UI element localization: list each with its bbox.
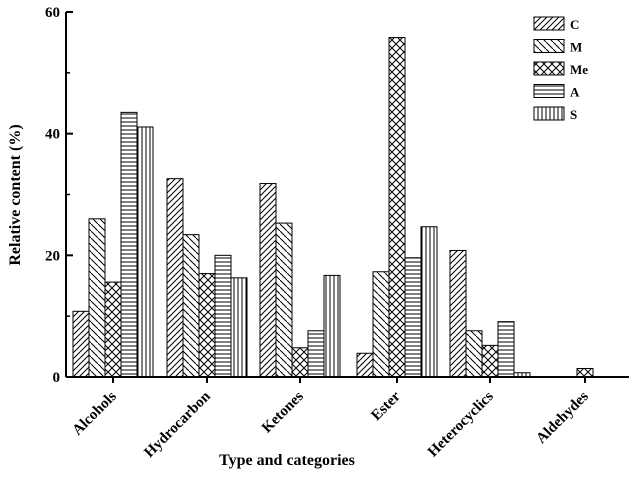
y-axis-title: Relative content (%) <box>7 124 24 265</box>
bar-a-ester <box>404 257 422 378</box>
bar-c-alcohols <box>72 310 90 378</box>
legend-swatch-c <box>533 16 565 31</box>
bar-a-ketones <box>307 330 325 378</box>
bar-c-hydrocarbon <box>166 178 184 378</box>
category-label-alcohols: Alcohols <box>70 388 120 438</box>
y-tick-label: 20 <box>45 248 60 264</box>
bar-a-heterocyclics <box>497 321 515 378</box>
legend-label-c: C <box>570 17 579 32</box>
bar-m-hydrocarbon <box>182 234 200 378</box>
bar-s-ketones <box>323 274 341 378</box>
legend-label-a: A <box>570 85 580 100</box>
legend-swatch-a <box>533 84 565 98</box>
bars-group <box>72 37 594 378</box>
bar-s-ester <box>420 226 438 378</box>
y-tick-label: 0 <box>53 370 61 386</box>
category-label-ester: Ester <box>368 388 404 424</box>
bar-me-heterocyclics <box>481 344 499 378</box>
bar-me-ketones <box>291 347 309 378</box>
bar-m-ketones <box>275 222 293 378</box>
legend-swatch-m <box>533 39 565 53</box>
y-tick-label: 60 <box>45 5 60 21</box>
bar-me-aldehydes <box>576 367 594 378</box>
category-label-aldehydes: Aldehydes <box>533 388 592 447</box>
bar-c-ester <box>356 352 374 378</box>
y-tick-label: 40 <box>45 127 60 143</box>
bar-me-ester <box>388 37 406 378</box>
category-label-hydrocarbon: Hydrocarbon <box>141 388 214 461</box>
category-label-ketones: Ketones <box>259 388 307 436</box>
bar-m-alcohols <box>88 218 106 378</box>
ticks-group: 0 20 40 60 <box>45 5 73 386</box>
legend-swatch-s <box>533 106 565 121</box>
legend-label-m: M <box>570 40 582 55</box>
legend-label-me: Me <box>570 62 588 77</box>
category-labels-group: Alcohols Hydrocarbon Ketones Ester Heterocyc… <box>70 377 592 461</box>
bar-me-alcohols <box>104 281 122 378</box>
bar-m-ester <box>372 271 390 378</box>
legend-label-s: S <box>570 107 577 122</box>
bar-me-hydrocarbon <box>198 273 216 378</box>
category-label-heterocyclics: Heterocyclics <box>425 388 497 460</box>
bar-a-hydrocarbon <box>214 254 232 378</box>
bar-c-ketones <box>259 183 277 378</box>
bar-c-heterocyclics <box>449 249 467 378</box>
legend-swatch-me <box>533 61 565 76</box>
x-axis-title: Type and categories <box>219 452 355 469</box>
bar-m-heterocyclics <box>465 330 483 378</box>
bar-a-alcohols <box>120 111 138 378</box>
bar-s-alcohols <box>136 126 154 378</box>
bar-s-hydrocarbon <box>230 277 248 378</box>
legend: CM Me AS <box>533 16 588 122</box>
